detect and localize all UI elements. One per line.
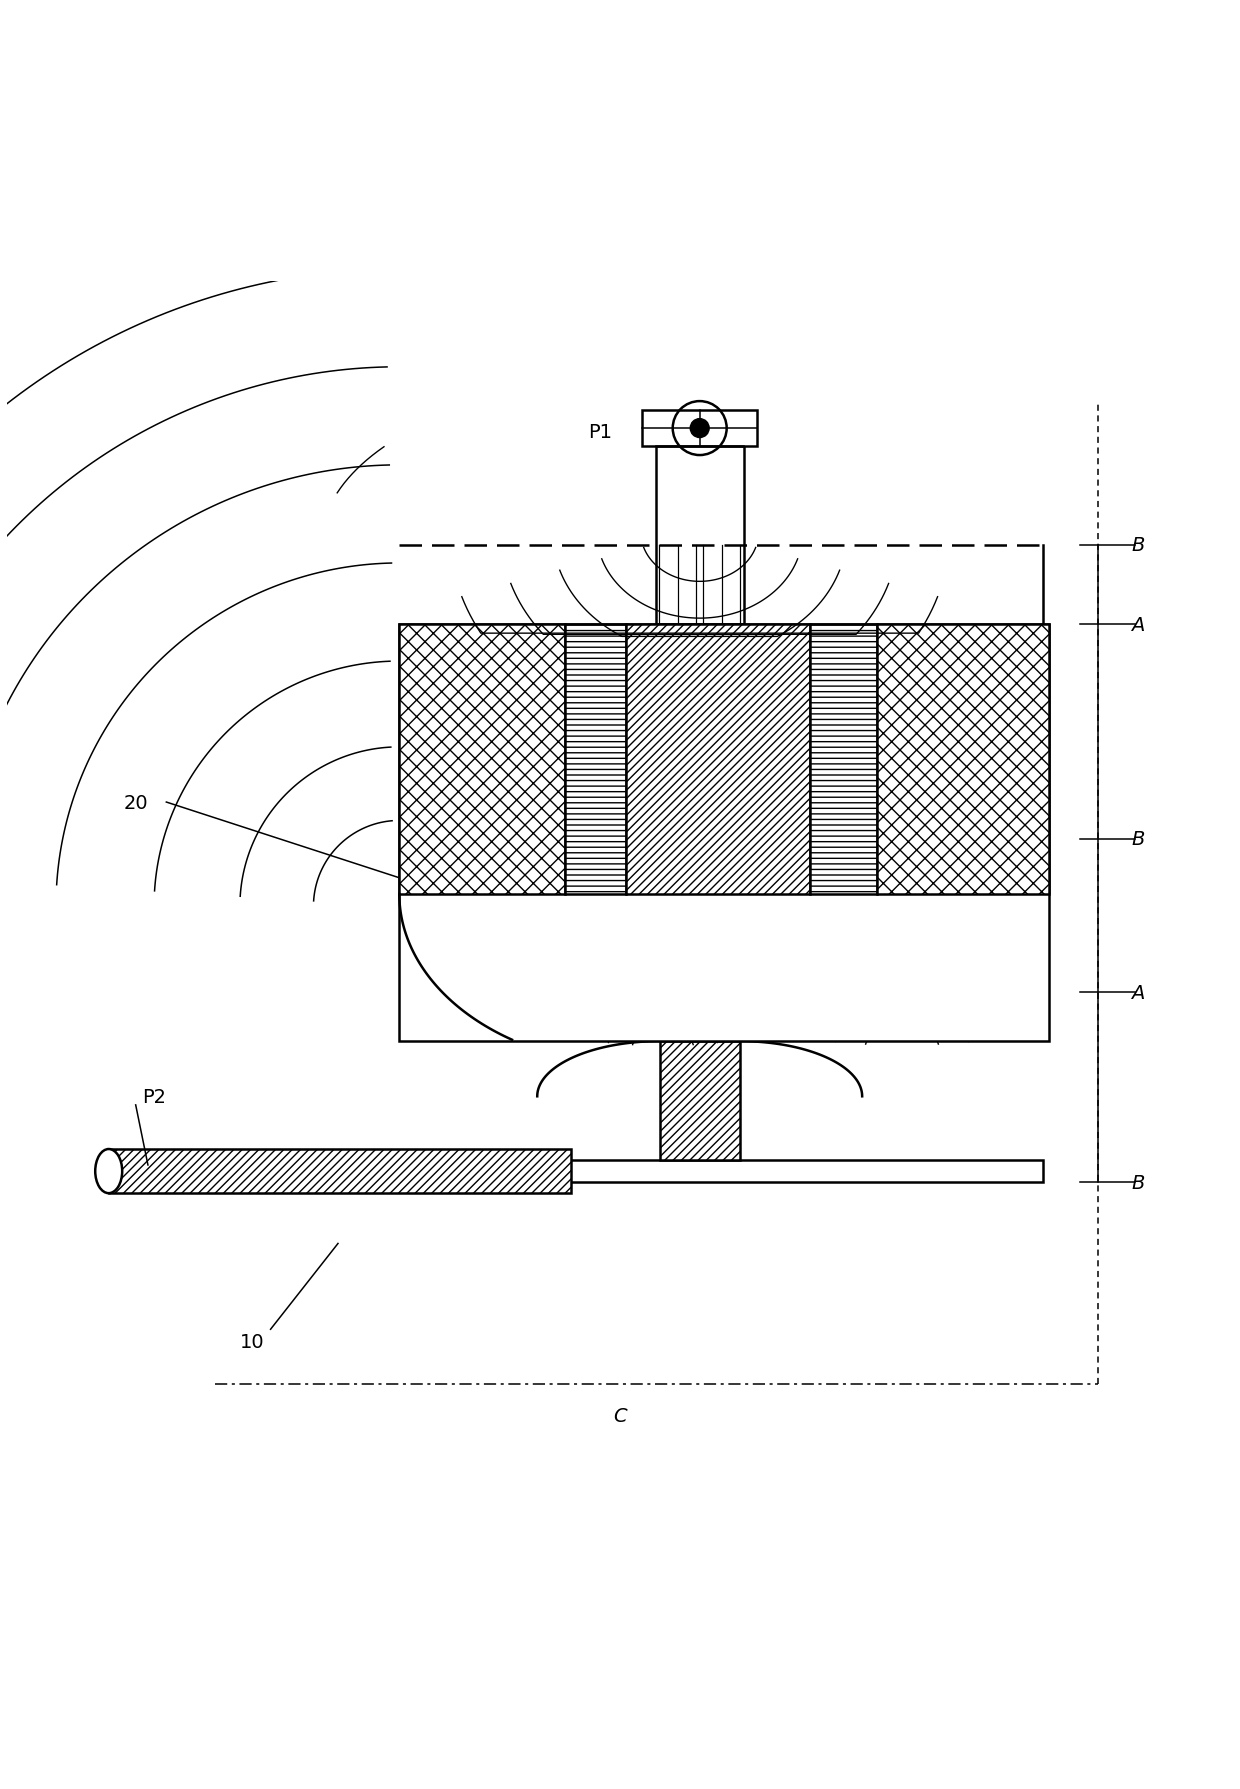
Polygon shape <box>399 624 565 894</box>
Polygon shape <box>626 624 810 894</box>
Text: B: B <box>1131 1174 1145 1191</box>
Ellipse shape <box>95 1149 123 1193</box>
Polygon shape <box>216 1161 1043 1183</box>
Polygon shape <box>656 447 744 624</box>
Polygon shape <box>878 624 1049 894</box>
Polygon shape <box>109 1149 570 1193</box>
Polygon shape <box>642 410 758 447</box>
Text: C: C <box>614 1406 626 1424</box>
Text: P1: P1 <box>588 422 611 442</box>
Circle shape <box>691 419 709 438</box>
Text: 20: 20 <box>124 793 148 812</box>
Polygon shape <box>399 624 1049 1041</box>
Text: B: B <box>1131 535 1145 555</box>
Polygon shape <box>565 624 626 894</box>
Polygon shape <box>810 624 878 894</box>
Polygon shape <box>660 1041 739 1161</box>
Text: 10: 10 <box>239 1333 264 1351</box>
Text: B: B <box>1131 830 1145 848</box>
Text: A: A <box>1131 615 1145 635</box>
Text: A: A <box>1131 982 1145 1002</box>
Text: P2: P2 <box>141 1088 166 1106</box>
